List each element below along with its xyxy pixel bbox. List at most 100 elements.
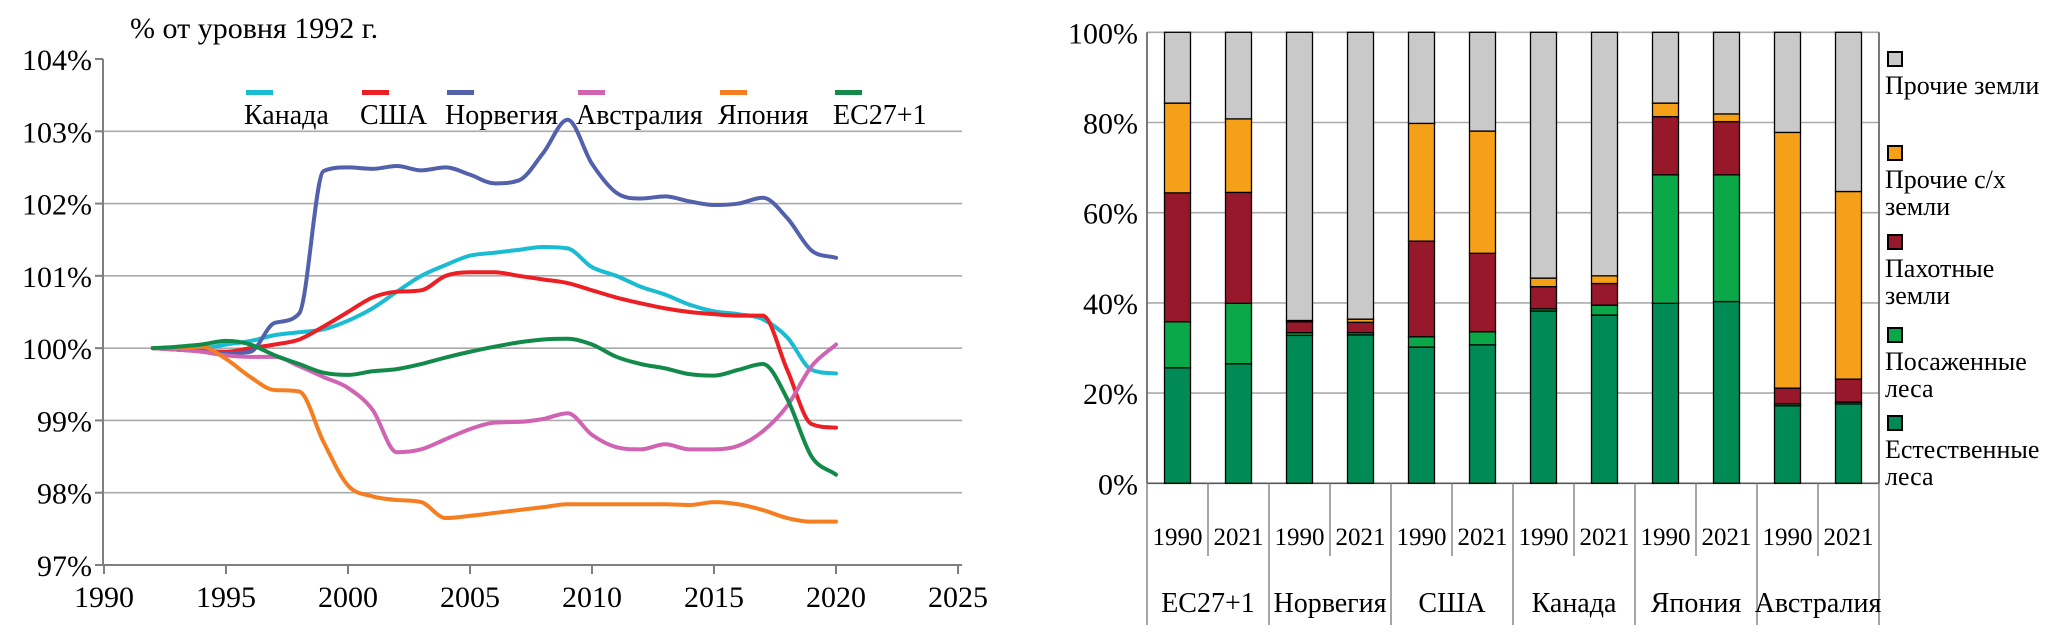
bar-segment-Пахотные земли xyxy=(1407,240,1436,338)
bar-segment-Естественные леса xyxy=(1651,302,1680,484)
legend-swatch xyxy=(578,90,605,95)
bar-segment-Пахотные земли xyxy=(1590,282,1619,306)
bar-Япония-1990 xyxy=(1651,31,1680,484)
y-axis-label: 100% xyxy=(22,333,92,366)
bar-Япония-2021 xyxy=(1712,31,1741,484)
legend-label: ЕС27+1 xyxy=(833,100,927,131)
y-axis-label: 104% xyxy=(22,44,92,77)
series-line-ЕС27+1 xyxy=(150,336,838,477)
group-label: США xyxy=(1418,588,1486,619)
group-label: Австралия xyxy=(1755,588,1882,619)
bar-segment-Пахотные земли xyxy=(1285,321,1314,334)
bar-segment-Прочие земли xyxy=(1407,31,1436,125)
legend-label: леса xyxy=(1885,374,1934,403)
legend-swatch xyxy=(1887,415,1903,431)
bar-segment-Прочие с/х земли xyxy=(1163,102,1192,194)
bar-Норвегия-1990 xyxy=(1285,31,1314,484)
bar-segment-Посаженные леса xyxy=(1712,174,1741,303)
bar-segment-Посаженные леса xyxy=(1407,336,1436,348)
bar-segment-Пахотные земли xyxy=(1651,115,1680,176)
y-axis-label: 100% xyxy=(1068,17,1138,50)
bar-segment-Пахотные земли xyxy=(1346,321,1375,334)
legend-item: Норвегия xyxy=(445,90,558,131)
bar-segment-Естественные леса xyxy=(1407,346,1436,484)
bar-segment-Прочие земли xyxy=(1468,31,1497,132)
legend-label: Австралия xyxy=(576,100,703,131)
legend-label: земли xyxy=(1885,281,1950,310)
legend-item: Канада xyxy=(244,90,329,131)
y-axis-label: 0% xyxy=(1098,468,1138,501)
bar-США-1990 xyxy=(1407,31,1436,484)
legend-label: Пахотные xyxy=(1885,254,1994,283)
y-axis-label: 103% xyxy=(22,116,92,149)
bar-segment-Прочие с/х земли xyxy=(1773,131,1802,389)
bar-segment-Прочие с/х земли xyxy=(1468,130,1497,254)
x-axis-label: 2005 xyxy=(440,581,500,614)
bar-segment-Прочие земли xyxy=(1163,31,1192,104)
bar-Австралия-2021 xyxy=(1834,31,1863,484)
bar-segment-Прочие с/х земли xyxy=(1224,118,1253,194)
legend-label: земли xyxy=(1885,192,1950,221)
bar-segment-Прочие с/х земли xyxy=(1407,122,1436,242)
bar-segment-Прочие с/х земли xyxy=(1590,275,1619,285)
x-axis-label: 2015 xyxy=(684,581,744,614)
series-line-Канада xyxy=(150,244,838,376)
bar-ЕС27+1-1990 xyxy=(1163,31,1192,484)
x-axis-label: 2025 xyxy=(928,581,988,614)
bar-year-label: 2021 xyxy=(1702,524,1752,551)
series-line-Япония xyxy=(150,344,838,524)
bar-Канада-1990 xyxy=(1529,31,1558,484)
bar-segment-Прочие земли xyxy=(1712,31,1741,115)
x-axis-label: 2000 xyxy=(318,581,378,614)
bar-segment-Посаженные леса xyxy=(1163,321,1192,369)
bar-segment-Прочие с/х земли xyxy=(1529,277,1558,288)
legend-swatch xyxy=(835,90,862,95)
legend-swatch xyxy=(447,90,474,95)
bar-year-label: 1990 xyxy=(1763,524,1813,551)
bar-segment-Прочие земли xyxy=(1224,31,1253,120)
y-axis-label: 80% xyxy=(1083,108,1138,141)
y-axis-label: 40% xyxy=(1083,288,1138,321)
x-axis-label: 2010 xyxy=(562,581,622,614)
bar-year-label: 2021 xyxy=(1458,524,1508,551)
bar-segment-Естественные леса xyxy=(1163,367,1192,484)
bar-segment-Естественные леса xyxy=(1712,300,1741,484)
bar-year-label: 2021 xyxy=(1580,524,1630,551)
bar-segment-Прочие земли xyxy=(1773,31,1802,134)
legend-item: ЕС27+1 xyxy=(833,90,927,131)
legend-label: леса xyxy=(1885,462,1934,491)
bar-Норвегия-2021 xyxy=(1346,31,1375,484)
group-label: Норвегия xyxy=(1273,588,1386,619)
bar-segment-Посаженные леса xyxy=(1590,304,1619,316)
bar-segment-Посаженные леса xyxy=(1468,331,1497,346)
y-axis-label: 102% xyxy=(22,189,92,222)
bar-segment-Пахотные земли xyxy=(1468,252,1497,333)
bar-segment-Прочие земли xyxy=(1834,31,1863,193)
group-label: Япония xyxy=(1651,588,1742,619)
y-axis-label: 97% xyxy=(37,550,92,583)
stacked-bar-chart: 100% 80% 60% 40% 20% 0% 1990 2021 1990 2021 1990 20… xyxy=(1068,17,2039,625)
bar-year-label: 1990 xyxy=(1153,524,1203,551)
y-axis-label: 60% xyxy=(1083,198,1138,231)
y-axis-label: 101% xyxy=(22,261,92,294)
legend-label: Норвегия xyxy=(445,100,558,131)
legend-item: Австралия xyxy=(576,90,703,131)
bar-segment-Прочие земли xyxy=(1285,31,1314,322)
legend-item: Япония xyxy=(718,90,809,131)
bar-segment-Прочие земли xyxy=(1529,31,1558,279)
bar-year-label: 2021 xyxy=(1336,524,1386,551)
bar-segment-Пахотные земли xyxy=(1773,387,1802,405)
bar-year-label: 2021 xyxy=(1214,524,1264,551)
bar-Канада-2021 xyxy=(1590,31,1619,484)
bar-year-label: 1990 xyxy=(1397,524,1447,551)
bar-segment-Пахотные земли xyxy=(1529,286,1558,310)
legend-label: США xyxy=(360,100,428,131)
bar-segment-Прочие земли xyxy=(1651,31,1680,104)
group-label: Канада xyxy=(1532,588,1617,619)
bar-segment-Пахотные земли xyxy=(1224,191,1253,305)
